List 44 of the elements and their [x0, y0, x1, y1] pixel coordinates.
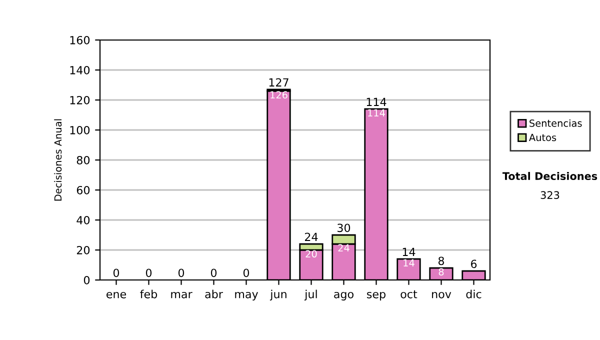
legend-label: Autos: [529, 134, 556, 142]
total-label: 127: [269, 78, 288, 86]
x-tick-label: abr: [205, 290, 223, 298]
x-tick-label: ago: [334, 292, 354, 300]
total-label: 24: [304, 232, 318, 241]
x-tick-label: ene: [106, 292, 126, 298]
x-tick-label: mar: [171, 292, 192, 298]
total-label: 0: [210, 268, 217, 278]
text: 323: [540, 191, 560, 200]
y-tick-label: 0: [84, 276, 90, 284]
total-label: 0: [243, 268, 250, 278]
total-label: 14: [402, 248, 416, 256]
legend-label: Sentencias: [530, 119, 582, 127]
y-tick-label: 60: [76, 186, 90, 194]
x-tick-label: sep: [367, 292, 386, 300]
y-tick-label: 100: [70, 126, 90, 134]
y-tick-label: 140: [70, 66, 90, 74]
total-label: 0: [178, 268, 184, 278]
data-label: 20: [306, 250, 317, 258]
text: Total Decisiones: [502, 172, 598, 180]
total-label: 114: [366, 98, 386, 106]
x-tick-label: dic: [466, 290, 482, 298]
data-label: 114: [368, 109, 385, 116]
data-label: 24: [338, 244, 350, 252]
y-tick-label: 80: [76, 156, 90, 164]
y-tick-label: 20: [76, 246, 90, 254]
x-tick-label: nov: [432, 292, 452, 298]
data-label: 14: [404, 259, 414, 266]
x-tick-label: jun: [270, 290, 286, 300]
data-label: 126: [270, 91, 288, 99]
data-label: 8: [438, 268, 444, 276]
x-tick-label: may: [235, 292, 258, 300]
x-tick-label: jul: [304, 290, 317, 300]
x-tick-label: oct: [400, 290, 418, 298]
total-label: 0: [146, 268, 152, 278]
total-label: 6: [470, 260, 477, 268]
y-tick-label: 40: [76, 216, 90, 224]
x-tick-label: feb: [140, 290, 158, 298]
y-axis-title: Decisiones Anual: [54, 119, 62, 201]
total-label: 30: [338, 224, 350, 232]
total-label: 8: [438, 256, 444, 266]
y-tick-label: 160: [70, 36, 90, 44]
y-tick-label: 120: [70, 96, 90, 104]
total-label: 0: [113, 268, 120, 278]
